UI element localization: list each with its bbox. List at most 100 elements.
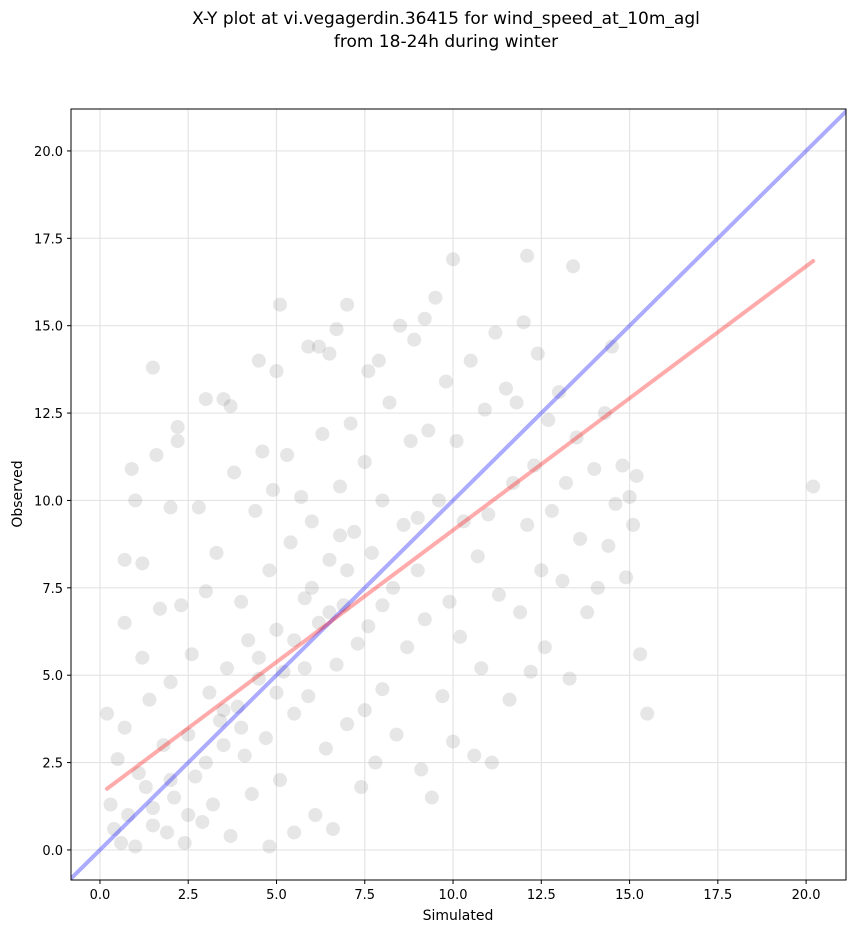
point xyxy=(280,448,295,463)
point xyxy=(477,402,492,417)
point xyxy=(117,615,132,630)
point xyxy=(234,594,249,609)
point xyxy=(446,734,461,749)
point xyxy=(244,787,259,802)
point xyxy=(604,339,619,354)
y-tick-label: 7.5 xyxy=(42,582,63,597)
point xyxy=(491,587,506,602)
point xyxy=(227,465,242,480)
point xyxy=(124,461,139,476)
point xyxy=(357,454,372,469)
x-tick-label: 12.5 xyxy=(527,888,556,903)
point xyxy=(188,769,203,784)
point xyxy=(131,766,146,781)
point xyxy=(516,315,531,330)
chart-title: X-Y plot at vi.vegagerdin.36415 for wind… xyxy=(192,9,700,29)
point xyxy=(566,259,581,274)
point xyxy=(442,594,457,609)
point xyxy=(265,482,280,497)
point xyxy=(368,755,383,770)
point xyxy=(601,538,616,553)
point xyxy=(453,629,468,644)
y-tick-label: 10.0 xyxy=(34,494,63,509)
point xyxy=(523,664,538,679)
point xyxy=(156,738,171,753)
y-axis-label: Observed xyxy=(10,460,26,527)
point xyxy=(527,458,542,473)
point xyxy=(608,496,623,511)
point xyxy=(216,703,231,718)
point xyxy=(481,507,496,522)
point xyxy=(311,615,326,630)
point xyxy=(340,563,355,578)
point xyxy=(417,311,432,326)
point xyxy=(318,741,333,756)
point xyxy=(325,821,340,836)
point xyxy=(375,598,390,613)
point xyxy=(163,675,178,690)
point xyxy=(269,622,284,637)
point xyxy=(145,818,160,833)
point xyxy=(114,835,129,850)
point xyxy=(407,332,422,347)
point xyxy=(287,825,302,840)
y-tick-label: 12.5 xyxy=(34,407,63,422)
x-tick-label: 10.0 xyxy=(439,888,468,903)
point xyxy=(410,563,425,578)
point xyxy=(322,346,337,361)
point xyxy=(393,318,408,333)
point xyxy=(191,500,206,515)
point xyxy=(431,493,446,508)
y-tick-label: 17.5 xyxy=(34,232,63,247)
point xyxy=(160,825,175,840)
point xyxy=(269,364,284,379)
point xyxy=(283,535,298,550)
point xyxy=(205,797,220,812)
x-tick-label: 7.5 xyxy=(354,888,375,903)
point xyxy=(551,385,566,400)
point xyxy=(520,517,535,532)
point xyxy=(357,703,372,718)
point xyxy=(138,780,153,795)
point xyxy=(269,685,284,700)
point xyxy=(569,430,584,445)
point xyxy=(329,657,344,672)
plot-area xyxy=(71,109,846,880)
point xyxy=(340,297,355,312)
point xyxy=(304,580,319,595)
point xyxy=(417,612,432,627)
point xyxy=(410,510,425,525)
point xyxy=(255,444,270,459)
point xyxy=(297,591,312,606)
point xyxy=(502,692,517,707)
point xyxy=(336,598,351,613)
point xyxy=(400,640,415,655)
x-tick-label: 0.0 xyxy=(90,888,111,903)
point xyxy=(128,493,143,508)
point xyxy=(248,503,263,518)
point xyxy=(421,423,436,438)
point xyxy=(615,458,630,473)
point xyxy=(251,353,266,368)
point xyxy=(537,640,552,655)
point xyxy=(350,636,365,651)
point xyxy=(145,360,160,375)
point xyxy=(449,434,464,449)
point xyxy=(202,685,217,700)
point xyxy=(220,661,235,676)
point xyxy=(262,839,277,854)
point xyxy=(622,489,637,504)
point xyxy=(534,563,549,578)
point xyxy=(347,524,362,539)
point xyxy=(184,647,199,662)
point xyxy=(590,580,605,595)
point xyxy=(343,416,358,431)
point xyxy=(135,556,150,571)
point xyxy=(212,713,227,728)
point xyxy=(386,580,401,595)
point xyxy=(541,413,556,428)
point xyxy=(361,619,376,634)
point xyxy=(806,479,821,494)
point xyxy=(152,601,167,616)
x-tick-label: 20.0 xyxy=(792,888,821,903)
